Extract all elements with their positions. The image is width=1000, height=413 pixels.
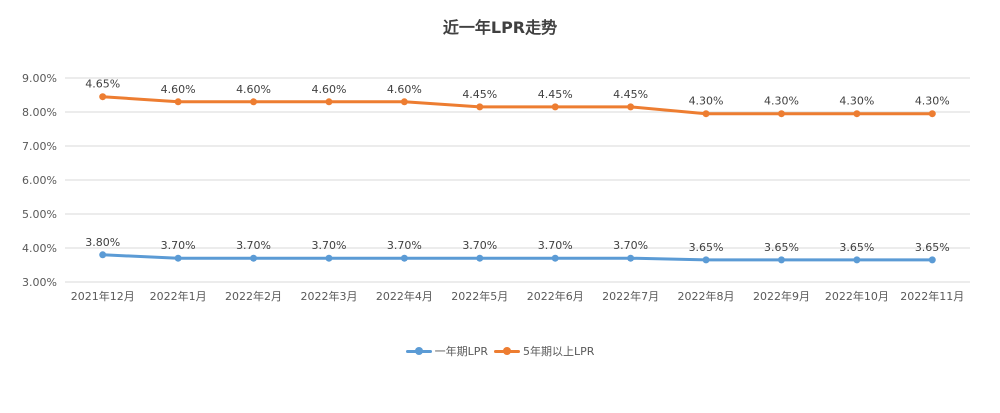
- data-point-series-1: [400, 254, 408, 262]
- data-label-series-2: 4.45%: [538, 88, 573, 101]
- x-tick-label: 2022年7月: [602, 289, 659, 303]
- data-point-series-2: [853, 110, 861, 118]
- data-point-series-1: [627, 254, 635, 262]
- data-label-series-1: 3.65%: [764, 241, 799, 254]
- data-point-series-2: [928, 110, 936, 118]
- data-point-series-2: [400, 98, 408, 106]
- series-line-1: [101, 253, 934, 262]
- data-point-series-1: [777, 256, 785, 264]
- x-tick-label: 2022年9月: [753, 289, 810, 303]
- data-label-series-1: 3.70%: [387, 239, 422, 252]
- data-point-series-2: [174, 98, 182, 106]
- data-label-series-1: 3.70%: [236, 239, 271, 252]
- data-point-series-1: [325, 254, 333, 262]
- legend-dot-series-2: [503, 347, 511, 355]
- legend-item-series-1[interactable]: 一年期LPR: [405, 343, 488, 359]
- legend-item-series-2[interactable]: 5年期以上LPR: [494, 343, 594, 359]
- data-label-series-2: 4.30%: [764, 95, 799, 108]
- data-label-series-1: 3.70%: [311, 239, 346, 252]
- y-tick-label: 7.00%: [22, 140, 57, 153]
- data-point-series-1: [551, 254, 559, 262]
- legend-dot-series-1: [414, 347, 423, 355]
- data-point-series-1: [250, 254, 258, 262]
- x-tick-label: 2022年11月: [900, 289, 964, 303]
- data-label-series-2: 4.45%: [462, 88, 497, 101]
- y-tick-label: 5.00%: [22, 208, 57, 221]
- x-tick-label: 2022年5月: [451, 289, 508, 303]
- data-label-series-1: 3.65%: [839, 241, 874, 254]
- data-label-series-2: 4.60%: [387, 83, 422, 96]
- data-point-series-2: [99, 93, 107, 101]
- data-label-series-1: 3.65%: [915, 241, 950, 254]
- x-tick-label: 2022年3月: [300, 289, 357, 303]
- data-point-series-2: [551, 103, 559, 111]
- data-point-series-2: [476, 103, 484, 111]
- data-point-series-2: [777, 110, 785, 118]
- y-tick-label: 6.00%: [22, 174, 57, 187]
- data-label-series-1: 3.70%: [538, 239, 573, 252]
- data-label-series-2: 4.65%: [85, 78, 120, 91]
- data-label-series-2: 4.60%: [236, 83, 271, 96]
- data-point-series-1: [99, 251, 107, 259]
- x-tick-label: 2022年6月: [527, 289, 584, 303]
- data-point-series-1: [174, 254, 182, 262]
- data-label-series-2: 4.45%: [613, 88, 648, 101]
- data-point-series-2: [627, 103, 635, 111]
- data-point-series-2: [250, 98, 258, 106]
- y-tick-label: 4.00%: [22, 242, 57, 255]
- legend-label-series-1: 一年期LPR: [434, 345, 488, 358]
- data-point-series-1: [476, 254, 484, 262]
- data-label-series-2: 4.60%: [161, 83, 196, 96]
- x-tick-label: 2022年8月: [678, 289, 735, 303]
- data-point-series-1: [702, 256, 710, 264]
- data-point-series-1: [928, 256, 936, 264]
- x-tick-label: 2022年10月: [825, 289, 889, 303]
- series-line-2: [101, 95, 934, 116]
- data-label-series-1: 3.70%: [161, 239, 196, 252]
- y-tick-label: 9.00%: [22, 72, 57, 85]
- legend: 一年期LPR 5年期以上LPR: [0, 343, 1000, 359]
- data-label-series-1: 3.70%: [462, 239, 497, 252]
- legend-label-series-2: 5年期以上LPR: [523, 345, 595, 358]
- data-label-series-2: 4.60%: [311, 83, 346, 96]
- data-label-series-1: 3.80%: [85, 236, 120, 249]
- legend-swatch-series-2: [494, 346, 520, 356]
- legend-swatch-series-1: [405, 346, 432, 356]
- x-tick-label: 2022年4月: [376, 289, 433, 303]
- chart-title: 近一年LPR走势: [442, 18, 558, 37]
- data-label-series-2: 4.30%: [689, 95, 724, 108]
- y-tick-label: 8.00%: [22, 106, 57, 119]
- data-label-series-2: 4.30%: [839, 95, 874, 108]
- x-tick-label: 2022年1月: [150, 289, 207, 303]
- y-tick-label: 3.00%: [22, 276, 57, 289]
- x-tick-label: 2021年12月: [71, 289, 135, 303]
- data-label-series-2: 4.30%: [915, 95, 950, 108]
- data-label-series-1: 3.70%: [613, 239, 648, 252]
- data-point-series-2: [702, 110, 710, 118]
- x-tick-label: 2022年2月: [225, 289, 282, 303]
- data-label-series-1: 3.65%: [689, 241, 724, 254]
- data-point-series-1: [853, 256, 861, 264]
- data-point-series-2: [325, 98, 333, 106]
